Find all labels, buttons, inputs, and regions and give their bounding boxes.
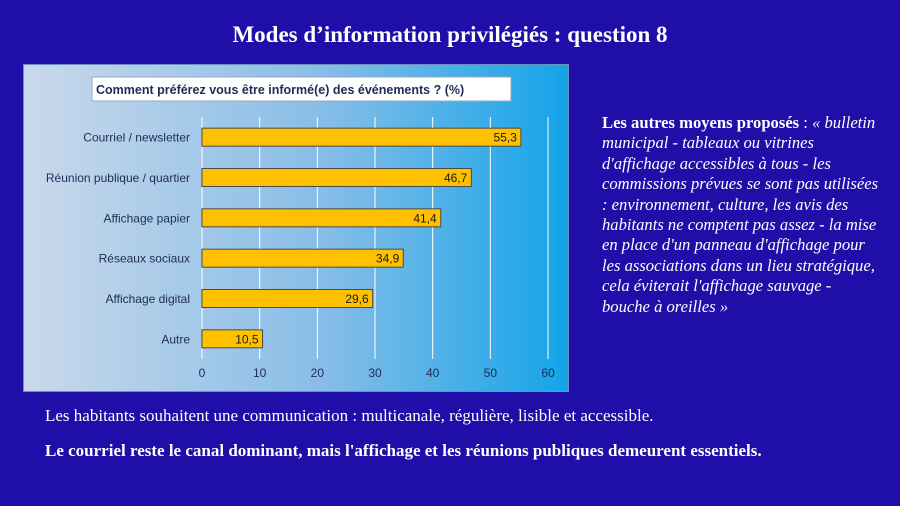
x-tick-label: 60 <box>541 366 555 380</box>
bar <box>201 208 442 228</box>
other-means-quote: « bulletin municipal - tableaux ou vitri… <box>602 113 879 316</box>
other-means-lead: Les autres moyens proposés <box>602 113 800 132</box>
bar-value-label: 34,9 <box>376 252 400 266</box>
x-tick-label: 20 <box>311 366 325 380</box>
x-tick-label: 50 <box>484 366 498 380</box>
slide-title: Modes d’information privilégiés : questi… <box>232 22 668 47</box>
bar <box>201 248 404 268</box>
chart-canvas: Comment préférez vous être informé(e) de… <box>46 76 555 380</box>
x-tick-label: 30 <box>368 366 382 380</box>
bar <box>201 289 374 308</box>
category-label: Réunion publique / quartier <box>46 171 190 185</box>
other-means-separator: : <box>799 113 813 132</box>
bar <box>201 168 472 187</box>
other-means-text: Les autres moyens proposés : « bulletin … <box>602 113 882 317</box>
summary-text: Les habitants souhaitent une communicati… <box>45 406 654 425</box>
category-label: Courriel / newsletter <box>83 131 190 145</box>
category-label: Affichage papier <box>103 211 190 225</box>
category-label: Réseaux sociaux <box>99 252 190 266</box>
bar-value-label: 29,6 <box>345 292 369 306</box>
category-label: Autre <box>161 332 190 346</box>
bar <box>201 127 522 147</box>
bar <box>201 329 264 349</box>
x-tick-label: 0 <box>199 366 206 380</box>
category-label: Affichage digital <box>105 292 190 306</box>
conclusion-text: Le courriel reste le canal dominant, mai… <box>45 441 762 460</box>
bar-chart: Comment préférez vous être informé(e) de… <box>23 64 569 392</box>
bar-value-label: 55,3 <box>494 131 518 145</box>
x-tick-label: 40 <box>426 366 440 380</box>
chart-title-box <box>91 76 512 102</box>
chart-title: Comment préférez vous être informé(e) de… <box>96 83 464 97</box>
x-tick-label: 10 <box>253 366 267 380</box>
bar-value-label: 41,4 <box>413 211 437 225</box>
bar-value-label: 46,7 <box>444 171 468 185</box>
bar-value-label: 10,5 <box>235 332 259 346</box>
